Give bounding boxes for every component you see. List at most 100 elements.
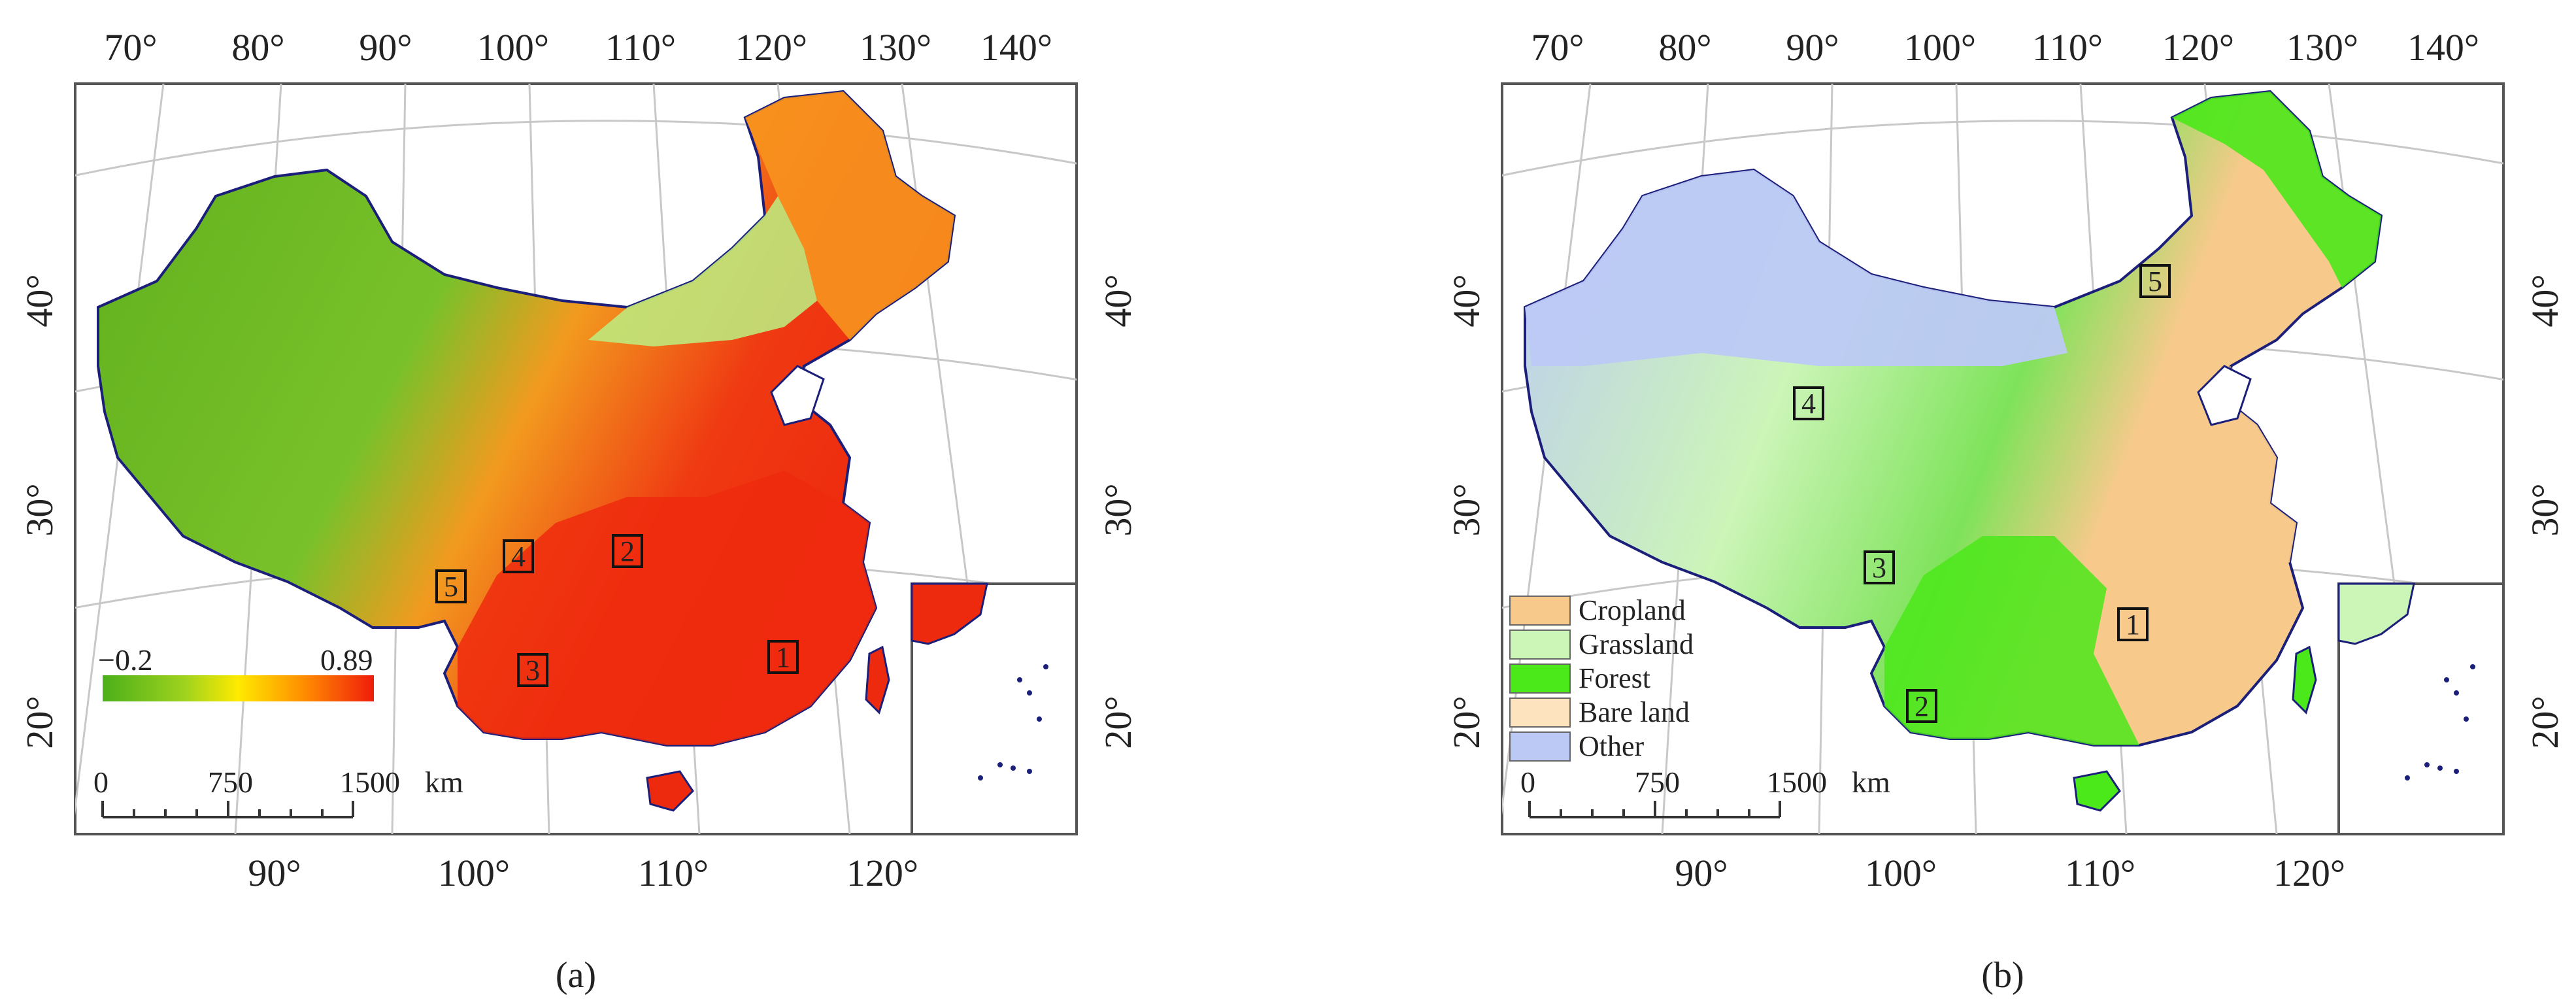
- top-lon-label: 120°: [735, 26, 807, 69]
- scalebar-unit: km: [1852, 765, 1890, 799]
- colorbar-bar: [103, 675, 374, 701]
- top-lon-label: 100°: [477, 26, 549, 69]
- scalebar-tick-750: 750: [208, 765, 253, 799]
- site-marker-box: [2117, 607, 2149, 641]
- site-marker-label: 1: [2126, 609, 2140, 641]
- northeast-region: [745, 92, 954, 340]
- panel-a: 70° 80° 90° 100° 110° 120° 130° 140°: [18, 26, 1139, 996]
- lat-label-right: 40°: [1097, 274, 1139, 327]
- site-marker-box: [1793, 386, 1824, 420]
- legend-label: Bare land: [1579, 696, 1690, 728]
- scalebar-tick-1500: 1500: [1767, 765, 1827, 799]
- top-longitude-labels: 70° 80° 90° 100° 110° 120° 130° 140°: [104, 26, 1052, 69]
- legend-label: Other: [1579, 730, 1645, 762]
- scalebar-tick-0: 0: [1520, 765, 1535, 799]
- site-marker-box: [2139, 264, 2171, 298]
- top-lon-label: 110°: [2032, 26, 2103, 69]
- site-marker-label: 5: [444, 571, 458, 603]
- legend-swatch: [1509, 630, 1571, 660]
- site-markers: 1 2 3 4 5: [1793, 264, 2171, 723]
- taiwan: [865, 645, 890, 714]
- lat-label-left: 20°: [18, 696, 61, 748]
- lat-label-left: 40°: [1445, 274, 1488, 327]
- bottom-lon-label: 110°: [638, 852, 709, 894]
- south-sea-inset-coast: [2337, 582, 2415, 645]
- site-marker-box: [503, 539, 534, 573]
- site-marker-label: 5: [2148, 265, 2162, 297]
- site-marker-box: [1906, 689, 1937, 723]
- bohai-sea: [770, 365, 825, 426]
- lat-label-left: 30°: [1445, 483, 1488, 536]
- top-lon-label: 70°: [104, 26, 157, 69]
- legend-label: Cropland: [1579, 594, 1686, 626]
- east-cropland: [2107, 366, 2296, 588]
- top-lon-label: 100°: [1904, 26, 1976, 69]
- lat-label-left: 20°: [1445, 696, 1488, 748]
- bottom-lon-label: 100°: [438, 852, 510, 894]
- bottom-lon-label: 90°: [248, 852, 301, 894]
- colorbar: −0.2 0.89: [98, 643, 374, 701]
- site-marker-box: [767, 640, 799, 674]
- inner-mongolia-grassland: [588, 196, 817, 346]
- panel-caption: (a): [556, 955, 596, 996]
- lat-label-right: 30°: [2524, 483, 2566, 536]
- bottom-lon-label: 100°: [1865, 852, 1937, 894]
- top-lon-label: 80°: [1658, 26, 1711, 69]
- top-lon-label: 120°: [2162, 26, 2234, 69]
- lat-label-left: 40°: [18, 274, 61, 327]
- top-lon-label: 130°: [2286, 26, 2358, 69]
- top-lon-label: 140°: [2407, 26, 2479, 69]
- site-marker-box: [435, 569, 467, 603]
- top-lon-label: 130°: [860, 26, 931, 69]
- site-marker-label: 2: [1915, 690, 1929, 722]
- site-marker-label: 3: [526, 654, 540, 686]
- hainan: [2073, 770, 2121, 812]
- bottom-lon-label: 90°: [1675, 852, 1728, 894]
- top-lon-label: 110°: [605, 26, 676, 69]
- south-sea-inset-coast: [911, 582, 988, 645]
- colorbar-min-label: −0.2: [98, 643, 152, 677]
- latitude-labels-left: 40° 30° 20°: [18, 274, 61, 748]
- bottom-lon-label: 110°: [2065, 852, 2135, 894]
- top-lon-label: 70°: [1531, 26, 1584, 69]
- top-longitude-labels: 70° 80° 90° 100° 110° 120° 130° 140°: [1531, 26, 2479, 69]
- south-high-zone: [458, 471, 876, 745]
- bohai-sea: [2197, 365, 2252, 426]
- south-forest: [1884, 536, 2139, 745]
- site-marker-label: 4: [511, 541, 526, 573]
- bottom-lon-label: 120°: [846, 852, 918, 894]
- scalebar: [101, 801, 354, 818]
- south-sea-islands: [2405, 664, 2475, 781]
- site-marker-label: 4: [1801, 388, 1816, 420]
- taiwan: [2292, 645, 2317, 714]
- site-marker-label: 2: [620, 535, 635, 567]
- hainan: [646, 770, 694, 812]
- bottom-longitude-labels: 90° 100° 110° 120°: [1675, 852, 2345, 894]
- legend-label: Grassland: [1579, 628, 1694, 660]
- legend-swatch: [1509, 664, 1571, 694]
- scalebar: [1528, 801, 1781, 818]
- site-marker-box: [517, 653, 548, 687]
- lat-label-right: 40°: [2524, 274, 2566, 327]
- legend-label: Forest: [1579, 662, 1650, 694]
- lat-label-right: 30°: [1097, 483, 1139, 536]
- top-lon-label: 90°: [359, 26, 412, 69]
- scalebar-tick-750: 750: [1635, 765, 1680, 799]
- northeast-forest: [2172, 92, 2381, 288]
- legend-swatch: [1509, 697, 1571, 728]
- site-marker-label: 1: [776, 641, 790, 673]
- scalebar-unit: km: [425, 765, 463, 799]
- bottom-lon-label: 120°: [2273, 852, 2345, 894]
- lat-label-left: 30°: [18, 483, 61, 536]
- scalebar-tick-1500: 1500: [340, 765, 400, 799]
- south-sea-islands: [978, 664, 1048, 781]
- site-marker-box: [1864, 550, 1895, 584]
- northwest-other-region: [1525, 170, 2067, 366]
- bottom-longitude-labels: 90° 100° 110° 120°: [248, 852, 918, 894]
- latitude-labels-right: 40° 30° 20°: [2524, 274, 2566, 748]
- latitude-labels-right: 40° 30° 20°: [1097, 274, 1139, 748]
- lat-label-right: 20°: [1097, 696, 1139, 748]
- legend-swatch: [1509, 731, 1571, 762]
